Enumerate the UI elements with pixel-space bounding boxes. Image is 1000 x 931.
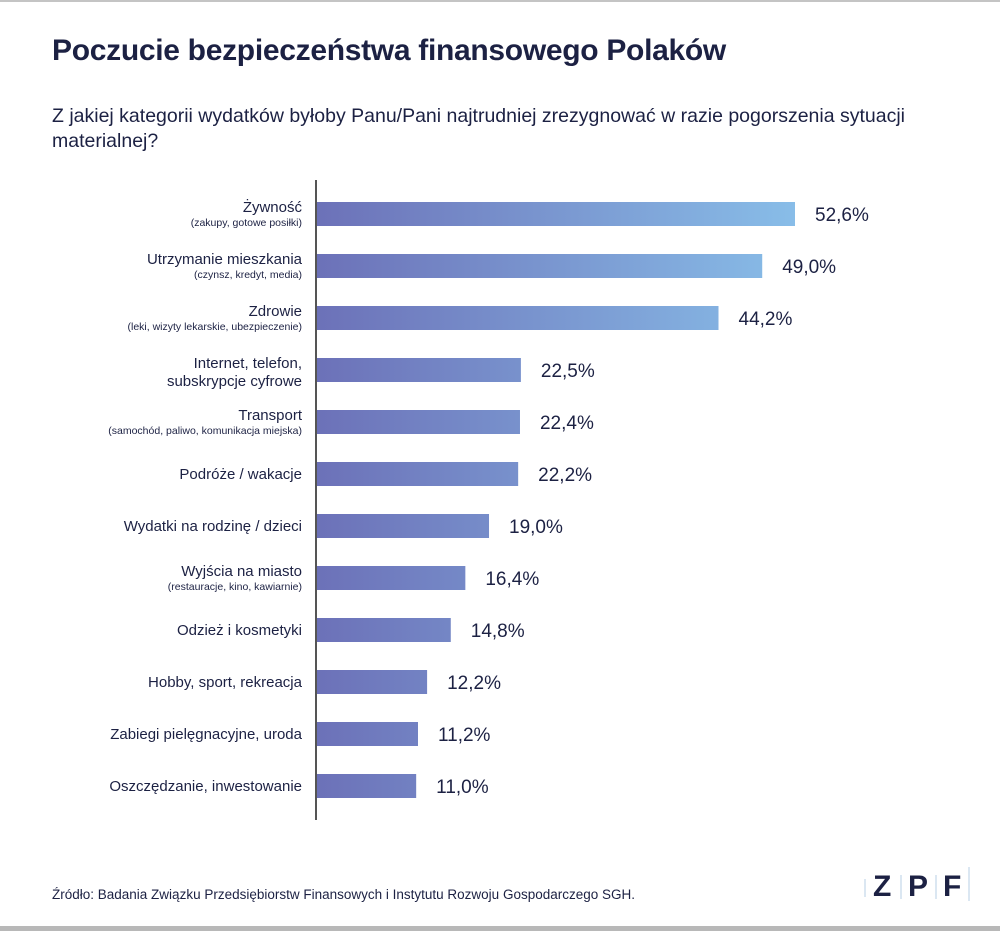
bar <box>316 514 490 538</box>
bar <box>316 566 466 590</box>
category-label: Wyjścia na miasto <box>181 563 302 580</box>
bar <box>316 722 418 746</box>
value-label: 22,5% <box>541 361 595 382</box>
category-label: Zdrowie <box>249 303 302 320</box>
value-label: 52,6% <box>815 205 869 226</box>
svg-text:F: F <box>943 870 961 903</box>
value-label: 22,4% <box>540 413 594 434</box>
value-label: 16,4% <box>485 569 539 590</box>
source-note: Źródło: Badania Związku Przedsiębiorstw … <box>52 887 636 902</box>
bar <box>316 254 763 278</box>
bar <box>316 358 521 382</box>
bar <box>316 306 719 330</box>
category-label: Zabiegi pielęgnacyjne, uroda <box>110 726 302 743</box>
chart-question: Z jakiej kategorii wydatków byłoby Panu/… <box>52 105 906 152</box>
bottom-border <box>0 926 1000 931</box>
category-sublabel: (czynsz, kredyt, media) <box>194 269 302 281</box>
category-label: Wydatki na rodzinę / dzieci <box>124 518 302 535</box>
value-label: 44,2% <box>739 309 793 330</box>
category-sublabel: subskrypcje cyfrowe <box>167 373 302 390</box>
page-title: Poczucie bezpieczeństwa finansowego Pola… <box>52 34 726 67</box>
zpf-logo: Z P F <box>864 867 970 903</box>
bar <box>316 202 795 226</box>
category-label: Utrzymanie mieszkania <box>147 251 303 268</box>
category-label: Transport <box>238 407 302 424</box>
value-label: 12,2% <box>447 673 501 694</box>
bar <box>316 774 417 798</box>
value-label: 11,0% <box>436 777 489 798</box>
category-sublabel: (restauracje, kino, kawiarnie) <box>168 581 302 593</box>
category-label: Hobby, sport, rekreacja <box>148 674 303 691</box>
category-sublabel: (leki, wizyty lekarskie, ubezpieczenie) <box>128 321 302 333</box>
category-label: Żywność <box>243 198 303 216</box>
value-label: 49,0% <box>782 257 836 278</box>
bar <box>316 410 520 434</box>
value-label: 19,0% <box>509 517 563 538</box>
category-label: Oszczędzanie, inwestowanie <box>109 778 302 795</box>
svg-text:P: P <box>908 870 928 903</box>
category-label: Internet, telefon, <box>194 355 302 372</box>
category-sublabel: (samochód, paliwo, komunikacja miejska) <box>108 425 302 437</box>
bar <box>316 670 428 694</box>
svg-text:Z: Z <box>873 870 891 903</box>
category-sublabel: (zakupy, gotowe posiłki) <box>191 217 302 229</box>
top-border <box>0 0 1000 2</box>
value-label: 14,8% <box>471 621 525 642</box>
bar <box>316 618 451 642</box>
value-label: 11,2% <box>438 725 491 746</box>
bar <box>316 462 519 486</box>
category-label: Odzież i kosmetyki <box>177 622 302 639</box>
value-label: 22,2% <box>538 465 592 486</box>
category-label: Podróże / wakacje <box>179 466 302 483</box>
